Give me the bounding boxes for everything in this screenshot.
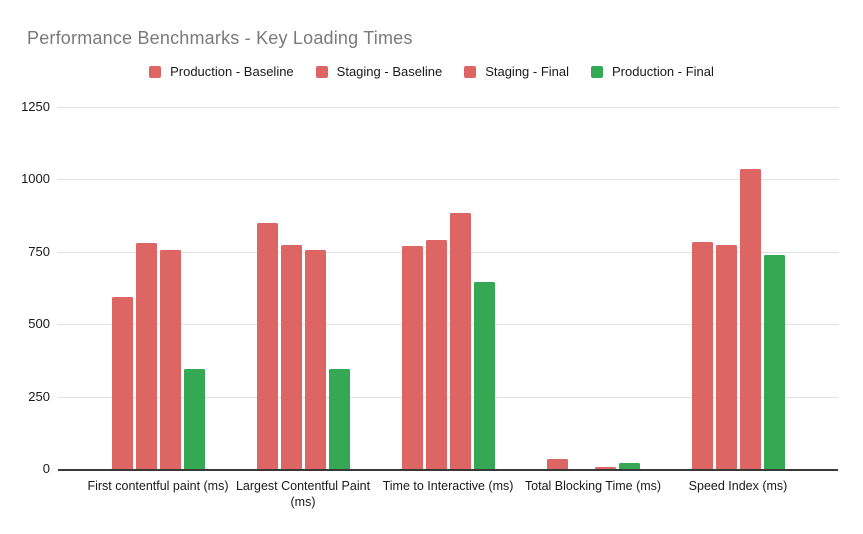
bar [473, 282, 495, 469]
x-axis-category-label: Largest Contentful Paint (ms) [235, 479, 371, 509]
bar-group-4 [666, 107, 811, 469]
bar [401, 246, 423, 469]
bar [449, 213, 471, 469]
bar [546, 459, 568, 469]
x-axis-category-label: Speed Index (ms) [688, 479, 788, 493]
legend-item-1: Staging - Baseline [315, 64, 443, 79]
bar [159, 250, 181, 469]
x-axis-category-label: Time to Interactive (ms) [382, 479, 514, 493]
x-axis-category-label: First contentful paint (ms) [87, 479, 229, 493]
legend-item-3: Production - Final [591, 64, 714, 79]
legend-label: Production - Final [612, 64, 714, 79]
legend-label: Staging - Baseline [336, 64, 443, 79]
legend-swatch [315, 65, 328, 78]
bar [328, 369, 350, 469]
bar [594, 467, 616, 469]
bar [183, 369, 205, 469]
y-axis-tick-label: 1250 [21, 99, 50, 114]
bar [618, 463, 640, 469]
bar [739, 169, 761, 469]
gridline [58, 107, 838, 108]
legend-swatch [464, 65, 477, 78]
legend-item-2: Staging - Final [464, 64, 569, 79]
bar [715, 245, 737, 469]
legend-item-0: Production - Baseline [149, 64, 294, 79]
chart-title: Performance Benchmarks - Key Loading Tim… [27, 28, 413, 48]
plot-area [58, 107, 838, 471]
bar [691, 242, 713, 469]
y-axis-tick-label: 0 [42, 461, 50, 476]
gridline [58, 179, 838, 180]
bar [256, 223, 278, 469]
legend-label: Production - Baseline [170, 64, 294, 79]
bar [763, 255, 785, 469]
x-axis-category-label: Total Blocking Time (ms) [524, 479, 662, 493]
y-axis: 0 250 500 750 1000 1250 [0, 99, 50, 476]
bar-group-3 [521, 107, 666, 469]
gridline [58, 252, 838, 253]
bar [280, 245, 302, 469]
x-axis-labels: First contentful paint (ms) Largest Conte… [58, 478, 838, 510]
bar-group-2 [376, 107, 521, 469]
bar [135, 243, 157, 469]
legend-swatch [149, 65, 162, 78]
bar-group-1 [231, 107, 376, 469]
legend-label: Staging - Final [485, 64, 570, 79]
chart-legend: Production - Baseline Staging - Baseline S… [0, 64, 863, 79]
bar [111, 297, 133, 469]
x-axis-baseline [58, 469, 838, 471]
y-axis-tick-label: 1000 [21, 171, 50, 186]
y-axis-tick-label: 750 [28, 244, 50, 259]
y-axis-tick-label: 250 [28, 389, 50, 404]
bar [304, 250, 326, 469]
legend-swatch [591, 65, 604, 78]
gridline [58, 397, 838, 398]
gridline [58, 324, 838, 325]
y-axis-tick-label: 500 [28, 316, 50, 331]
bar-group-0 [86, 107, 231, 469]
bar-groups [58, 107, 838, 469]
bar [425, 240, 447, 469]
